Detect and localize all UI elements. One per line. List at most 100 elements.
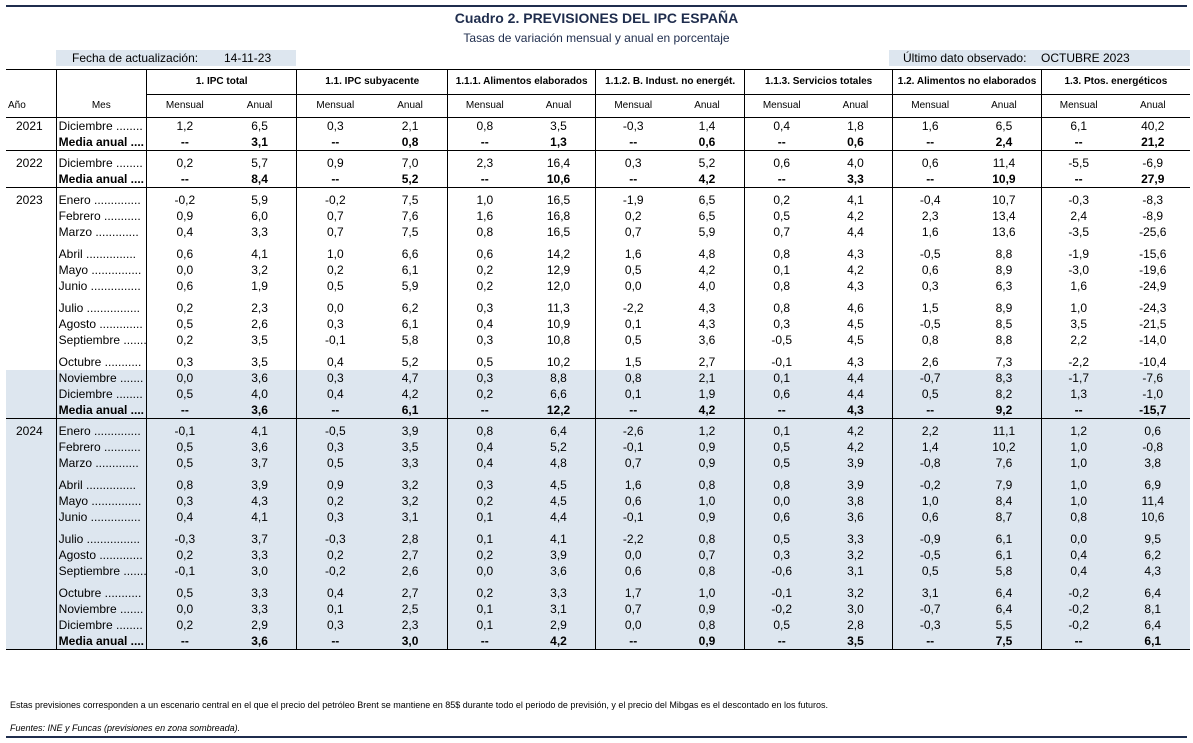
annual-value-cell: 8,8 xyxy=(995,333,1013,347)
annual-value-cell: 10,7 xyxy=(992,193,1016,207)
year-cell xyxy=(6,246,56,262)
annual-value-cell: 6,1 xyxy=(401,263,419,277)
year-cell xyxy=(6,601,57,617)
monthly-value-cell: 0,6 xyxy=(892,262,968,278)
monthly-value-cell: 1,0 xyxy=(1040,477,1116,493)
monthly-value-cell: 0,4 xyxy=(145,509,223,525)
monthly-value-cell: -- xyxy=(296,134,374,151)
annual-value-cell: 1,0 xyxy=(670,493,745,509)
monthly-value-cell: -0,1 xyxy=(145,423,223,439)
month-cell: Diciembre ........ xyxy=(55,386,147,402)
monthly-value-cell: -2,2 xyxy=(595,531,671,547)
annual-value-cell: 14,2 xyxy=(546,247,571,261)
monthly-value-cell: 0,2 xyxy=(296,547,374,563)
annual-value-cell: 8,1 xyxy=(1115,601,1190,617)
monthly-value-cell: -- xyxy=(296,171,374,188)
group-header: 1.1.3. Servicios totales xyxy=(743,69,893,95)
monthly-value-cell: -- xyxy=(446,134,522,151)
spacer-row xyxy=(6,240,1190,246)
annual-value-cell: 40,2 xyxy=(1141,119,1165,133)
annual-value-cell: 9,2 xyxy=(967,402,1042,419)
annual-value-cell: 3,9 xyxy=(818,477,893,493)
annual-value-cell: 16,5 xyxy=(546,193,571,207)
monthly-value-cell: 0,4 xyxy=(446,455,522,471)
update-date-box: Fecha de actualización: 14-11-23 xyxy=(56,50,296,66)
year-header: Año xyxy=(6,94,57,118)
monthly-value-cell: 0,4 xyxy=(296,386,374,402)
month-cell: Octubre ........... xyxy=(55,354,147,370)
table-row: Marzo ............. 0,4 3,3 0,7 7,5 0,8 16,5 0,… xyxy=(6,224,1190,240)
monthly-value-cell: 1,6 xyxy=(446,208,522,224)
monthly-value-cell: -0,1 xyxy=(743,354,819,370)
update-date-value: 14-11-23 xyxy=(224,51,272,65)
annual-value-cell: 4,2 xyxy=(818,423,893,439)
year-cell xyxy=(6,134,57,151)
annual-value-cell: 3,9 xyxy=(222,477,297,493)
annual-value-cell: 0,9 xyxy=(670,509,745,525)
annual-value-cell: 1,9 xyxy=(251,279,268,293)
annual-value-cell: 3,1 xyxy=(818,563,893,579)
monthly-value-cell: -- xyxy=(1040,633,1116,650)
annual-value-cell: 4,5 xyxy=(847,333,864,347)
annual-value-cell: 4,3 xyxy=(1115,563,1190,579)
monthly-value-cell: 0,8 xyxy=(743,300,819,316)
annual-value-cell: 3,6 xyxy=(698,333,716,347)
monthly-value-cell: 0,3 xyxy=(296,370,374,386)
anual-header: Anual xyxy=(818,94,893,118)
annual-value-cell: 0,8 xyxy=(373,134,448,151)
monthly-value-cell: 0,5 xyxy=(595,332,671,348)
monthly-value-cell: 0,5 xyxy=(145,455,223,471)
monthly-value-cell: 0,2 xyxy=(446,547,522,563)
table-row: Octubre ........... 0,3 3,5 0,4 5,2 0,5 10,2 1,… xyxy=(6,354,1190,370)
annual-average-row: Media anual .... -- 3,1 -- 0,8 -- 1,3 -- 0,6 -- 0,… xyxy=(6,134,1190,151)
monthly-value-cell: -0,1 xyxy=(595,509,671,525)
monthly-value-cell: 1,6 xyxy=(595,477,671,493)
annual-value-cell: 1,8 xyxy=(847,119,864,133)
monthly-value-cell: 0,1 xyxy=(446,617,522,633)
spacer-row xyxy=(6,150,1190,155)
mensual-header: Mensual xyxy=(446,94,522,118)
monthly-value-cell: 0,3 xyxy=(145,354,223,370)
monthly-value-cell: 3,5 xyxy=(1040,316,1116,332)
annual-value-cell: 11,1 xyxy=(967,423,1042,439)
monthly-value-cell: -- xyxy=(296,633,374,650)
annual-value-cell: 16,4 xyxy=(546,156,571,170)
annual-value-cell: -7,6 xyxy=(1115,370,1190,386)
month-cell: Media anual .... xyxy=(55,402,147,419)
month-cell: Noviembre ....... xyxy=(55,370,147,386)
annual-value-cell: 6,1 xyxy=(967,547,1042,563)
annual-value-cell: 2,8 xyxy=(818,617,893,633)
month-cell: Mayo ............... xyxy=(55,493,147,509)
table-row: Febrero ........... 0,9 6,0 0,7 7,6 1,6 16,8 0,… xyxy=(6,208,1190,224)
annual-value-cell: 3,1 xyxy=(222,134,297,151)
annual-value-cell: 13,6 xyxy=(992,225,1016,239)
table-subtitle: Tasas de variación mensual y anual en po… xyxy=(463,31,730,45)
monthly-value-cell: 0,6 xyxy=(595,563,671,579)
monthly-value-cell: -- xyxy=(595,171,671,188)
annual-value-cell: 4,2 xyxy=(698,263,716,277)
annual-value-cell: -21,5 xyxy=(1139,317,1167,331)
annual-value-cell: 2,4 xyxy=(967,134,1042,151)
month-cell: Diciembre ........ xyxy=(55,617,147,633)
monthly-value-cell: -0,8 xyxy=(892,455,968,471)
monthly-value-cell: -- xyxy=(446,633,522,650)
monthly-value-cell: 0,0 xyxy=(145,262,223,278)
table-row: Mayo ............... 0,3 4,3 0,2 3,2 0,2 4,5 0,… xyxy=(6,493,1190,509)
monthly-value-cell: 0,8 xyxy=(892,332,968,348)
annual-value-cell: 4,4 xyxy=(818,370,893,386)
annual-value-cell: 5,5 xyxy=(967,617,1042,633)
monthly-value-cell: -0,2 xyxy=(1040,601,1116,617)
annual-value-cell: 6,6 xyxy=(521,386,596,402)
year-cell xyxy=(6,477,57,493)
anual-header: Anual xyxy=(1115,94,1190,118)
spacer-row xyxy=(6,348,1190,354)
table-row: Junio ............... 0,6 1,9 0,5 5,9 0,2 12,0… xyxy=(6,278,1190,294)
annual-value-cell: 6,4 xyxy=(1115,585,1190,601)
annual-value-cell: 3,0 xyxy=(222,563,297,579)
annual-value-cell: 4,2 xyxy=(670,171,745,188)
spacer-row xyxy=(6,471,1190,477)
annual-value-cell: 3,3 xyxy=(222,585,297,601)
year-cell xyxy=(6,509,57,525)
annual-value-cell: 5,8 xyxy=(401,333,419,347)
annual-value-cell: 7,5 xyxy=(401,193,419,207)
